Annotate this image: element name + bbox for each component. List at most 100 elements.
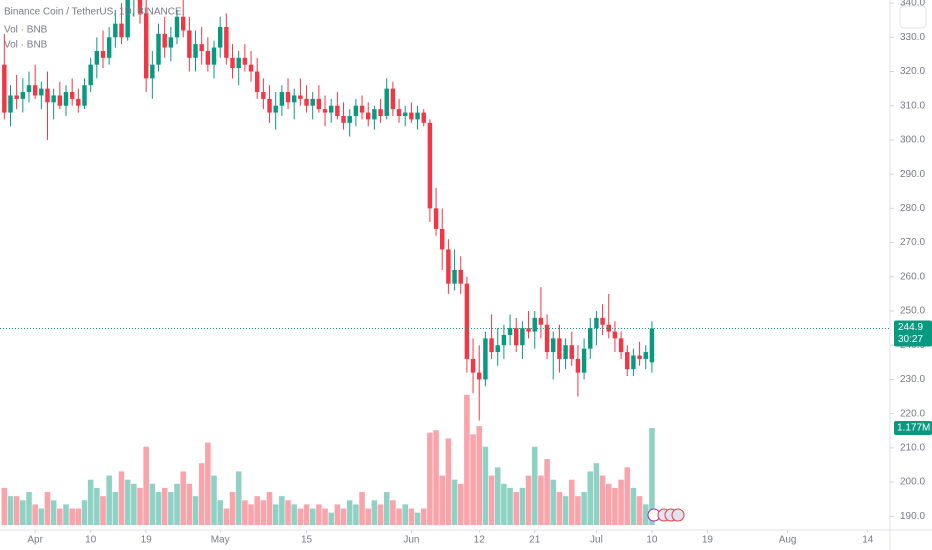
volume-bar: [433, 430, 439, 525]
volume-bar: [365, 508, 371, 525]
volume-bar: [371, 500, 378, 525]
candle-body: [261, 92, 266, 99]
volume-bar: [581, 492, 587, 525]
volume-bar: [75, 508, 82, 525]
y-tick-label: 320.0: [900, 66, 925, 77]
volume-bar: [69, 508, 75, 525]
y-tick-label: 310.0: [900, 100, 925, 111]
volume-bar: [186, 483, 193, 525]
volume-bar: [106, 475, 112, 525]
candle-body: [328, 105, 334, 113]
candle-body: [316, 98, 322, 110]
candle-body: [581, 348, 587, 373]
volume-bar: [377, 504, 384, 525]
volume-bar: [599, 475, 606, 525]
x-tick-label: Aug: [779, 535, 797, 546]
candle-body: [532, 317, 537, 332]
volume-bar: [538, 475, 544, 525]
plot-area: [1, 0, 655, 525]
candle-body: [458, 269, 463, 284]
candle-body: [569, 345, 574, 359]
y-tick-label: 280.0: [900, 203, 925, 214]
candle-body: [470, 358, 476, 373]
volume-bar: [81, 500, 88, 525]
candle-body: [643, 352, 648, 359]
candle-body: [526, 328, 531, 332]
volume-bar: [488, 475, 495, 525]
volume-bar: [605, 483, 612, 525]
volume-bar: [87, 479, 94, 525]
candle-body: [427, 122, 433, 209]
volume-bar: [211, 475, 217, 525]
candle-body: [291, 95, 297, 103]
volume-bar: [624, 467, 631, 525]
candle-body: [156, 33, 161, 65]
candle-body: [495, 345, 500, 353]
volume-bar: [470, 434, 476, 525]
candle-body: [612, 331, 618, 339]
volume-bar: [180, 471, 186, 525]
candle-body: [26, 85, 32, 93]
candle-body: [168, 37, 174, 48]
volume-bar: [174, 483, 180, 525]
y-tick-label: 250.0: [900, 306, 925, 317]
volume-bar: [38, 508, 45, 525]
volume-bar: [457, 483, 464, 525]
candle-body: [254, 71, 260, 93]
volume-bar: [408, 508, 415, 525]
candle-body: [279, 92, 285, 106]
settings-button[interactable]: [899, 5, 927, 29]
volume-bar: [642, 504, 649, 525]
volume-bar: [192, 496, 199, 525]
volume-bar: [124, 479, 131, 525]
candle-body: [365, 112, 371, 120]
y-tick-label: 300.0: [900, 135, 925, 146]
candle-body: [150, 64, 155, 79]
candle-body: [390, 88, 396, 110]
candle-body: [217, 27, 223, 48]
volume-bar: [568, 479, 575, 525]
volume-bar: [44, 492, 51, 525]
candle-body: [464, 283, 470, 359]
candle-body: [199, 44, 204, 51]
volume-bar: [291, 504, 297, 525]
candle-body: [2, 64, 7, 113]
volume-bar: [445, 438, 452, 525]
volume-bar: [32, 504, 38, 525]
candle-body: [236, 57, 241, 69]
volume-bar: [544, 459, 550, 525]
volume-bar: [618, 479, 624, 525]
candle-body: [649, 328, 655, 363]
volume-bar: [630, 487, 637, 525]
candle-body: [273, 105, 278, 113]
candle-body: [267, 98, 272, 113]
volume-bar: [131, 483, 137, 525]
candle-body: [248, 64, 254, 72]
candle-body: [563, 345, 568, 359]
y-tick-label: 230.0: [900, 374, 925, 385]
candle-body: [483, 338, 488, 380]
volume-bar: [57, 508, 63, 525]
x-tick-label: 21: [529, 535, 541, 546]
volume-bar: [316, 504, 322, 525]
volume-bar: [383, 492, 390, 525]
y-tick-label: 220.0: [900, 408, 925, 419]
candle-body: [514, 328, 519, 346]
candle-body: [631, 355, 636, 370]
volume-bar: [328, 512, 334, 525]
volume-bar: [272, 504, 279, 525]
event-icon[interactable]: [671, 508, 685, 522]
volume-bar: [118, 471, 125, 525]
candle-body: [353, 105, 359, 116]
y-tick-label: 200.0: [900, 477, 925, 488]
volume-bar: [649, 427, 655, 525]
candle-body: [637, 355, 642, 359]
candle-body: [415, 112, 420, 120]
volume-bar: [303, 504, 310, 525]
candle-body: [557, 338, 562, 359]
volume-bar: [254, 496, 260, 525]
candle-body: [341, 115, 346, 123]
volume-bar: [112, 492, 119, 525]
y-tick-label: 330.0: [900, 32, 925, 43]
